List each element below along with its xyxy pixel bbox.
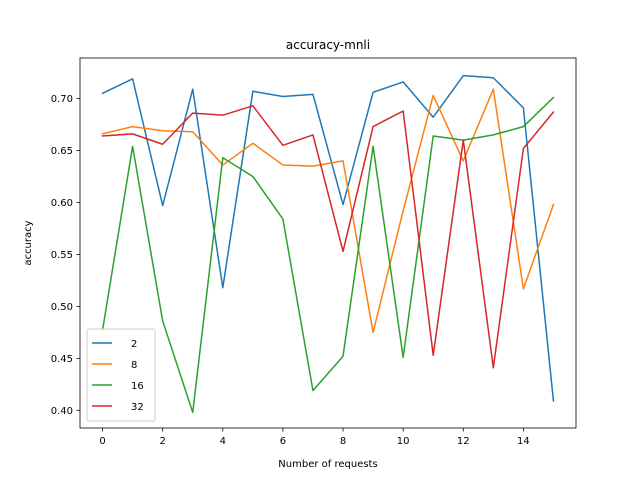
series-line-8 — [101, 88, 555, 334]
series-lines — [101, 74, 555, 414]
x-tick-label: 12 — [457, 436, 470, 447]
y-tick-label: 0.40 — [51, 406, 73, 417]
y-axis-ticks: 0.40 0.45 0.50 0.55 0.60 0.65 0.70 — [51, 94, 80, 417]
x-tick-label: 4 — [220, 436, 226, 447]
series-line-32 — [101, 105, 555, 369]
x-tick-label: 14 — [517, 436, 530, 447]
x-axis-label: Number of requests — [278, 459, 377, 470]
chart-title: accuracy-mnli — [286, 38, 370, 52]
y-tick-label: 0.50 — [51, 302, 73, 313]
series-line-16 — [101, 96, 555, 414]
x-tick-label: 2 — [159, 436, 165, 447]
legend-label-2: 2 — [131, 339, 137, 350]
series-line-2 — [101, 74, 555, 402]
legend-label-32: 32 — [131, 402, 144, 413]
y-tick-label: 0.70 — [51, 94, 73, 105]
y-tick-label: 0.45 — [51, 354, 73, 365]
legend-box — [86, 328, 156, 422]
plot-frame — [79, 57, 577, 429]
x-axis-ticks: 0 2 4 6 8 10 12 14 — [99, 428, 530, 447]
y-tick-label: 0.55 — [51, 250, 73, 261]
legend: 2 8 16 32 — [86, 328, 156, 422]
y-tick-label: 0.65 — [51, 146, 73, 157]
x-tick-label: 8 — [340, 436, 346, 447]
legend-label-16: 16 — [131, 381, 144, 392]
y-axis-label: accuracy — [23, 220, 34, 265]
x-tick-label: 0 — [99, 436, 105, 447]
y-tick-label: 0.60 — [51, 198, 73, 209]
legend-label-8: 8 — [131, 360, 137, 371]
x-tick-label: 10 — [397, 436, 410, 447]
x-tick-label: 6 — [280, 436, 286, 447]
